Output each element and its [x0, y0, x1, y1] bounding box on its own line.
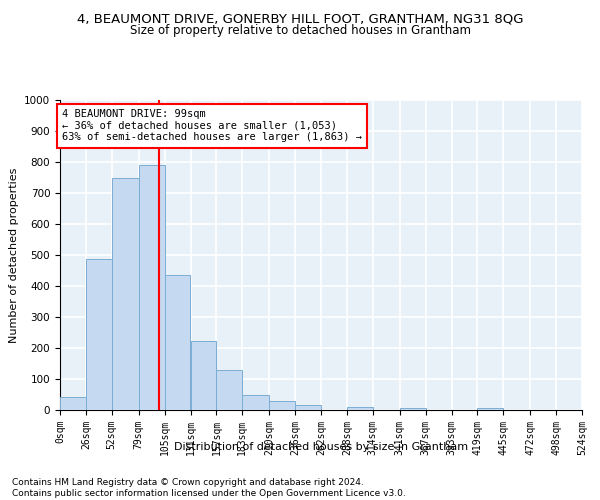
Bar [60, 397, 86, 410]
Y-axis label: Number of detached properties: Number of detached properties [8, 168, 19, 342]
Bar [242, 394, 269, 410]
Bar [478, 408, 503, 410]
Bar [112, 178, 139, 410]
Text: 4, BEAUMONT DRIVE, GONERBY HILL FOOT, GRANTHAM, NG31 8QG: 4, BEAUMONT DRIVE, GONERBY HILL FOOT, GR… [77, 12, 523, 26]
Text: Contains HM Land Registry data © Crown copyright and database right 2024.
Contai: Contains HM Land Registry data © Crown c… [12, 478, 406, 498]
Bar [217, 370, 242, 410]
Bar [164, 275, 190, 410]
Bar [295, 406, 321, 410]
Text: 4 BEAUMONT DRIVE: 99sqm
← 36% of detached houses are smaller (1,053)
63% of semi: 4 BEAUMONT DRIVE: 99sqm ← 36% of detache… [62, 110, 362, 142]
Bar [347, 407, 373, 410]
Text: Distribution of detached houses by size in Grantham: Distribution of detached houses by size … [174, 442, 468, 452]
Bar [86, 259, 112, 410]
Text: Size of property relative to detached houses in Grantham: Size of property relative to detached ho… [130, 24, 470, 37]
Bar [400, 408, 425, 410]
Bar [191, 341, 217, 410]
Bar [269, 402, 295, 410]
Bar [139, 165, 164, 410]
